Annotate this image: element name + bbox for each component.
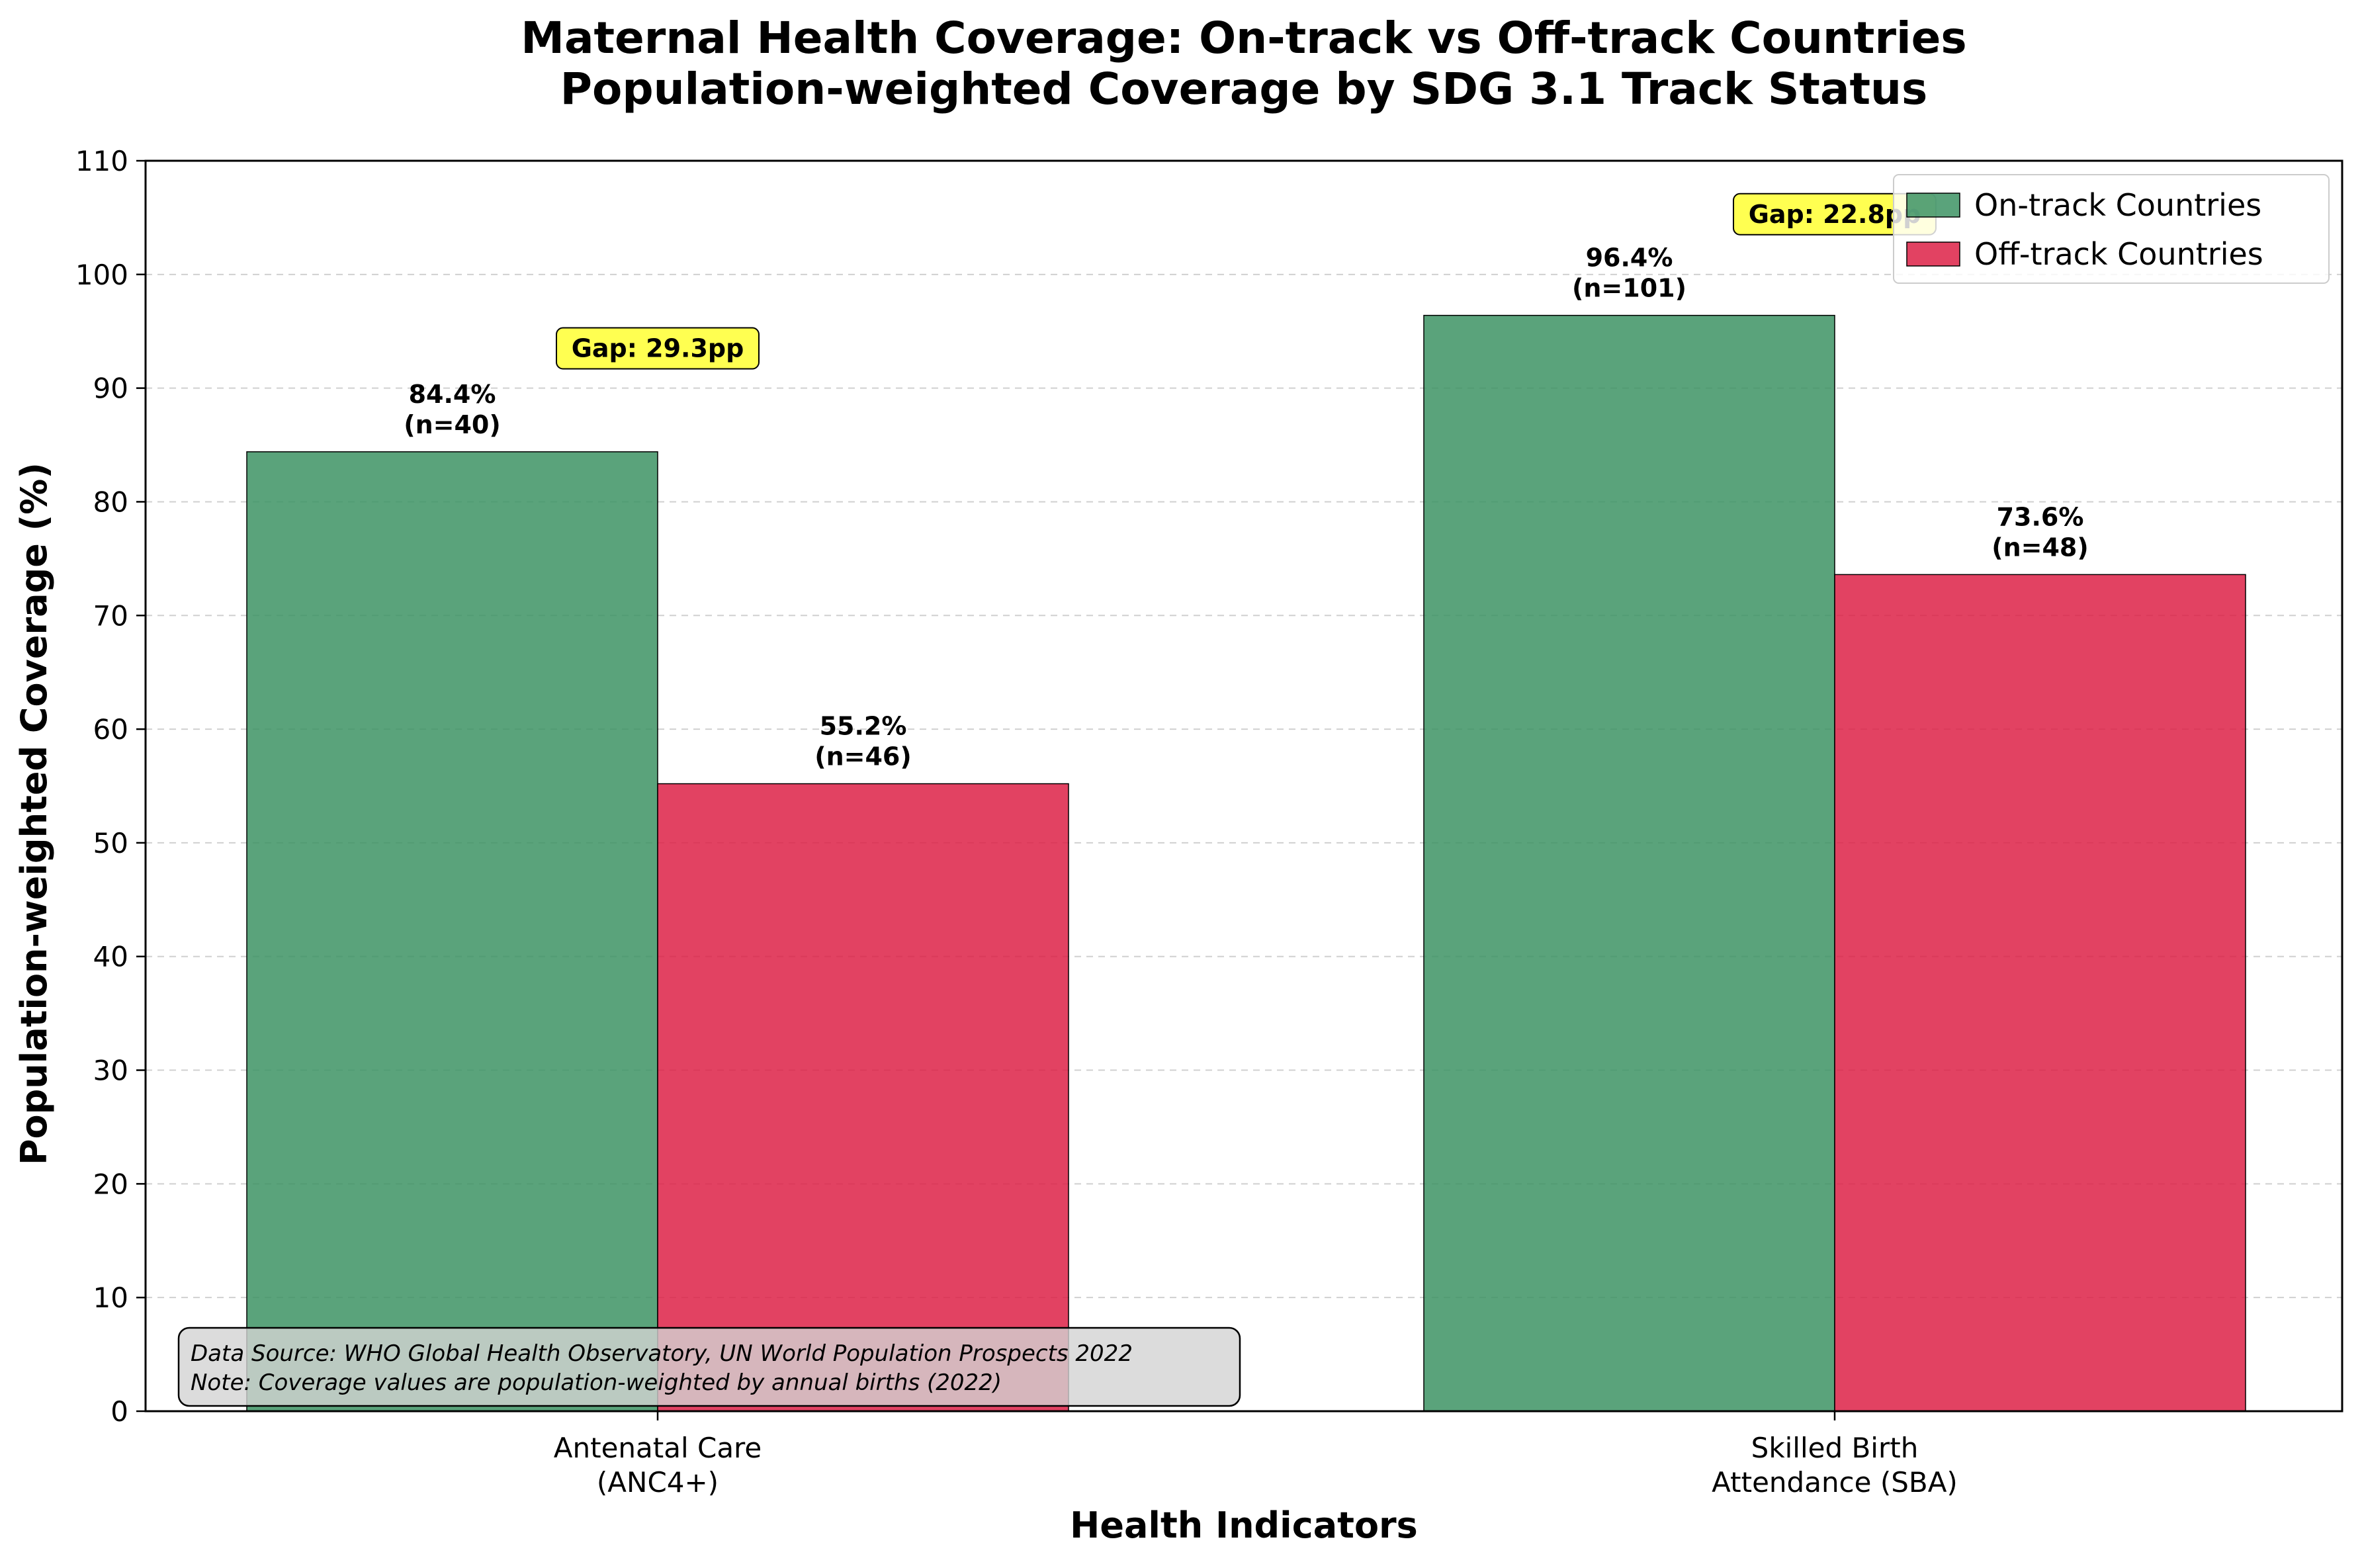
legend-swatch xyxy=(1906,241,1960,267)
legend-swatch xyxy=(1906,193,1960,218)
bar-off-track[interactable] xyxy=(657,783,1069,1412)
y-tick-label: 20 xyxy=(93,1168,128,1200)
y-tick-label: 60 xyxy=(93,713,128,746)
y-tick-label: 100 xyxy=(75,259,128,291)
bar-on-track[interactable] xyxy=(1423,314,1835,1412)
legend-label: Off-track Countries xyxy=(1974,236,2263,272)
bar-count-label: (n=48) xyxy=(1991,533,2089,562)
y-tick-label: 110 xyxy=(75,145,128,177)
plot-area: 84.4%(n=40)96.4%(n=101)55.2%(n=46)73.6%(… xyxy=(75,145,2343,1499)
chart-title: Maternal Health Coverage: On-track vs Of… xyxy=(521,13,1966,64)
y-tick-label: 10 xyxy=(93,1282,128,1314)
bar-count-label: (n=46) xyxy=(814,742,912,771)
x-tick-label: Antenatal Care xyxy=(554,1432,762,1464)
x-tick-label: (ANC4+) xyxy=(597,1466,719,1499)
y-tick-label: 70 xyxy=(93,599,128,632)
legend-label: On-track Countries xyxy=(1974,187,2261,223)
bar-value-label: 55.2% xyxy=(820,712,907,741)
gap-annotation-label: Gap: 22.8pp xyxy=(1749,200,1921,229)
y-tick-label: 40 xyxy=(93,941,128,973)
legend-box xyxy=(1893,174,2330,284)
bar-count-label: (n=101) xyxy=(1572,274,1686,303)
gap-annotation-label: Gap: 29.3pp xyxy=(572,334,744,363)
bar-value-label: 84.4% xyxy=(409,380,496,409)
plot-frame xyxy=(144,159,2343,1413)
bar-on-track[interactable] xyxy=(246,451,658,1412)
x-axis-title: Health Indicators xyxy=(1070,1504,1418,1546)
y-tick-label: 30 xyxy=(93,1055,128,1087)
x-tick-label: Skilled Birth xyxy=(1751,1432,1919,1464)
note-box xyxy=(177,1327,1241,1407)
x-tick-label: Attendance (SBA) xyxy=(1712,1466,1958,1499)
y-tick-label: 0 xyxy=(110,1395,128,1428)
bar-count-label: (n=40) xyxy=(404,410,501,439)
bar-value-label: 96.4% xyxy=(1586,243,1673,273)
chart-subtitle: Population-weighted Coverage by SDG 3.1 … xyxy=(560,64,1928,114)
data-source-note: Data Source: WHO Global Health Observato… xyxy=(191,1340,1133,1367)
y-axis-title: Population-weighted Coverage (%) xyxy=(13,462,55,1165)
y-tick-label: 90 xyxy=(93,372,128,405)
gap-annotation-box xyxy=(556,327,760,370)
coverage-note: Note: Coverage values are population-wei… xyxy=(191,1370,1002,1396)
bar-off-track[interactable] xyxy=(1834,574,2246,1412)
bar-value-label: 73.6% xyxy=(1997,502,2084,531)
y-tick-label: 50 xyxy=(93,827,128,859)
y-tick-label: 80 xyxy=(93,486,128,518)
